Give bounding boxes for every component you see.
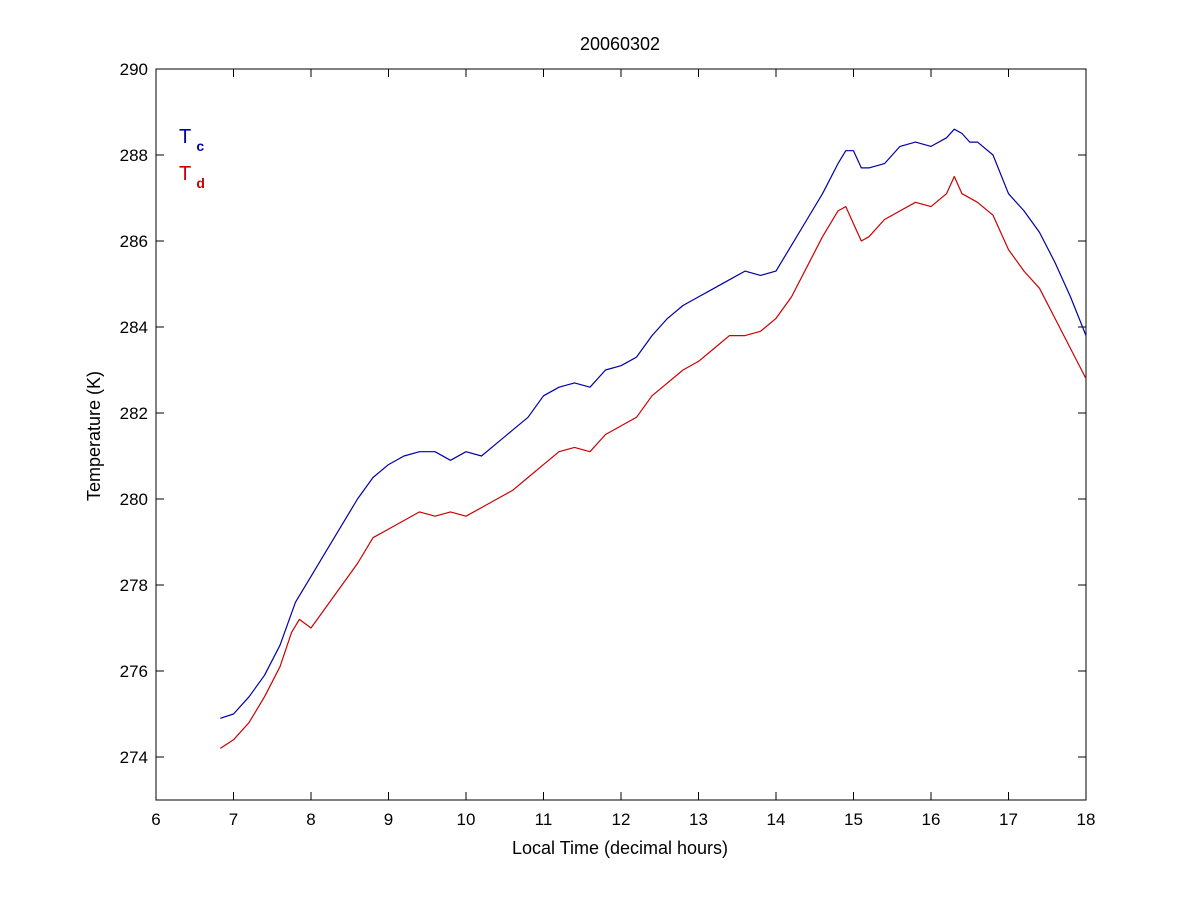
legend-td-main: T: [179, 163, 191, 185]
y-tick-label: 276: [120, 662, 148, 681]
y-tick-label: 280: [120, 490, 148, 509]
legend-entry-tc: T c: [179, 126, 204, 154]
y-tick-label: 290: [120, 60, 148, 79]
series-line-tc: [220, 128, 1087, 719]
legend-entry-td: T d: [179, 163, 205, 191]
x-tick-label: 6: [151, 810, 160, 829]
x-tick-label: 12: [612, 810, 631, 829]
y-axis-title: Temperature (K): [84, 371, 104, 501]
y-tick-label: 274: [120, 748, 148, 767]
y-tick-label: 278: [120, 576, 148, 595]
y-tick-label: 288: [120, 146, 148, 165]
y-axis: 274 276 278 280 282 284 286 288 290: [120, 60, 1086, 767]
y-tick-label: 286: [120, 232, 148, 251]
series-line-td: [219, 175, 1087, 749]
legend-tc-sub: c: [196, 138, 204, 154]
chart-title: 20060302: [580, 34, 660, 54]
legend-td-sub: d: [196, 175, 205, 191]
x-tick-label: 11: [535, 810, 553, 829]
x-tick-label: 9: [384, 810, 393, 829]
y-tick-label: 284: [120, 318, 148, 337]
x-tick-label: 14: [767, 810, 786, 829]
y-tick-label: 282: [120, 404, 148, 423]
x-axis-title: Local Time (decimal hours): [512, 838, 728, 858]
x-axis: 6 7 8 9 10 11 12 13 14 15 16 17 18: [151, 69, 1095, 829]
x-tick-label: 8: [306, 810, 315, 829]
x-tick-label: 10: [457, 810, 476, 829]
legend: T c T d: [179, 126, 205, 191]
plot-frame: [155, 68, 1087, 801]
legend-tc-main: T: [179, 126, 191, 148]
x-tick-label: 13: [689, 810, 708, 829]
x-tick-label: 15: [844, 810, 863, 829]
x-tick-label: 18: [1077, 810, 1096, 829]
x-tick-label: 16: [922, 810, 941, 829]
x-tick-label: 17: [999, 810, 1018, 829]
series-layer: [219, 128, 1087, 749]
plot-area: [155, 68, 1087, 801]
x-tick-label: 7: [229, 810, 238, 829]
